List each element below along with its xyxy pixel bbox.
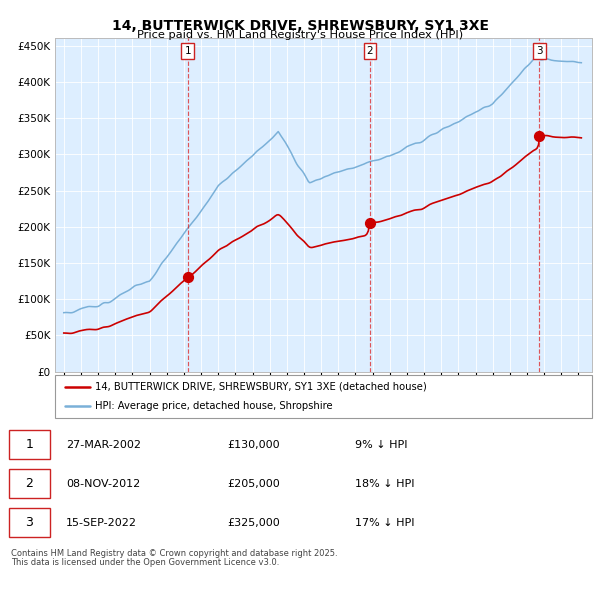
Point bbox=[365, 218, 375, 228]
Text: 9% ↓ HPI: 9% ↓ HPI bbox=[355, 440, 408, 450]
Text: Contains HM Land Registry data © Crown copyright and database right 2025.: Contains HM Land Registry data © Crown c… bbox=[11, 549, 337, 558]
Text: Price paid vs. HM Land Registry's House Price Index (HPI): Price paid vs. HM Land Registry's House … bbox=[137, 30, 463, 40]
Text: £325,000: £325,000 bbox=[227, 518, 280, 527]
FancyBboxPatch shape bbox=[9, 430, 50, 459]
Text: 1: 1 bbox=[185, 45, 191, 55]
Text: 17% ↓ HPI: 17% ↓ HPI bbox=[355, 518, 415, 527]
Text: 14, BUTTERWICK DRIVE, SHREWSBURY, SY1 3XE (detached house): 14, BUTTERWICK DRIVE, SHREWSBURY, SY1 3X… bbox=[95, 382, 427, 392]
Text: 2: 2 bbox=[25, 477, 34, 490]
FancyBboxPatch shape bbox=[9, 508, 50, 537]
Text: 2: 2 bbox=[367, 45, 373, 55]
Text: HPI: Average price, detached house, Shropshire: HPI: Average price, detached house, Shro… bbox=[95, 401, 333, 411]
Point bbox=[183, 273, 193, 282]
Point bbox=[535, 132, 544, 141]
Text: 14, BUTTERWICK DRIVE, SHREWSBURY, SY1 3XE: 14, BUTTERWICK DRIVE, SHREWSBURY, SY1 3X… bbox=[112, 19, 488, 33]
Text: 15-SEP-2022: 15-SEP-2022 bbox=[66, 518, 137, 527]
Text: 18% ↓ HPI: 18% ↓ HPI bbox=[355, 479, 415, 489]
Text: 08-NOV-2012: 08-NOV-2012 bbox=[66, 479, 140, 489]
Text: 1: 1 bbox=[25, 438, 34, 451]
Text: This data is licensed under the Open Government Licence v3.0.: This data is licensed under the Open Gov… bbox=[11, 558, 279, 567]
Text: £130,000: £130,000 bbox=[227, 440, 280, 450]
Text: 27-MAR-2002: 27-MAR-2002 bbox=[66, 440, 141, 450]
FancyBboxPatch shape bbox=[9, 469, 50, 498]
Text: £205,000: £205,000 bbox=[227, 479, 280, 489]
Text: 3: 3 bbox=[536, 45, 542, 55]
Text: 3: 3 bbox=[25, 516, 34, 529]
